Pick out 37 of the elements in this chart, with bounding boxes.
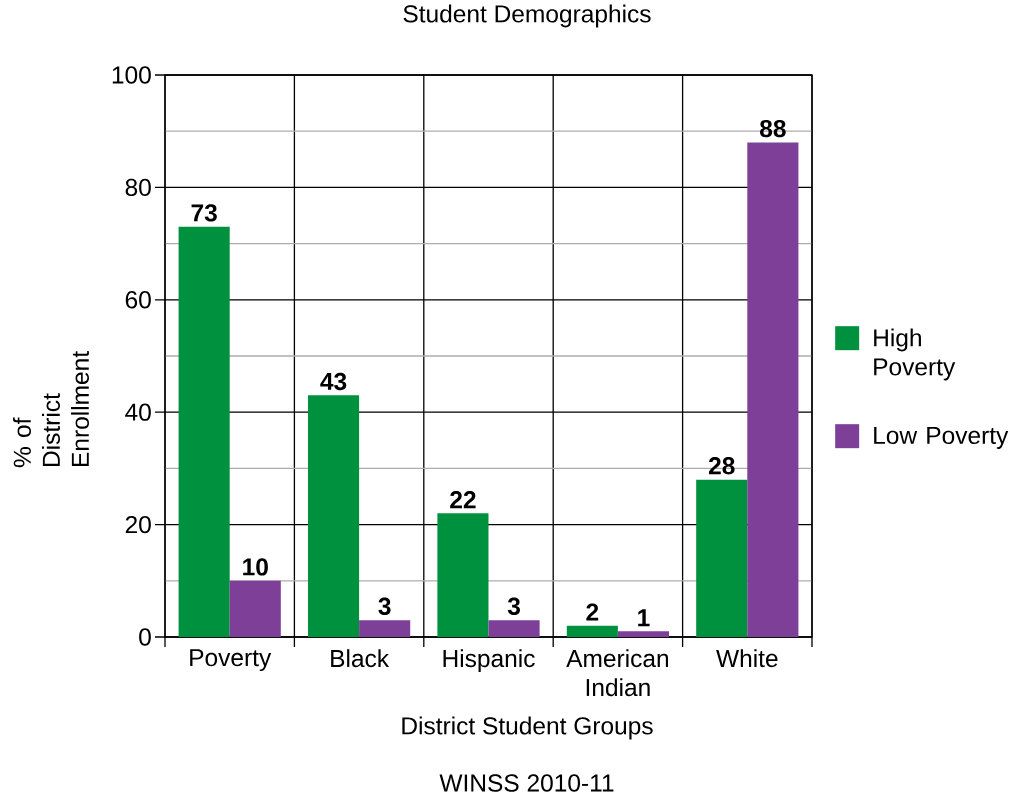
data-label: 88 (760, 119, 786, 138)
bar (617, 631, 670, 637)
bar (747, 142, 799, 637)
x-axis-title: District Student Groups (402, 716, 653, 740)
chart-title: Student Demographics (403, 4, 651, 28)
bar (566, 625, 618, 637)
y-tick-label: 80 (125, 178, 151, 197)
data-label: 2 (586, 603, 599, 621)
bar (488, 620, 540, 637)
bar (437, 513, 489, 637)
x-tick-label: American Indian (566, 649, 669, 697)
legend-label: Low Poverty (874, 426, 1009, 449)
y-tick-label: 0 (139, 628, 151, 646)
y-tick-label: 40 (125, 403, 151, 421)
text: WINSS 2010-11 (439, 774, 614, 792)
x-tick-label: Black (331, 649, 390, 668)
data-label: 1 (638, 609, 650, 627)
bar (229, 580, 281, 637)
legend-label: High Poverty (874, 328, 956, 381)
data-label: 28 (708, 457, 735, 475)
bar (359, 620, 411, 637)
data-label: 43 (320, 372, 347, 391)
y-axis-title: % of District Enrollment (13, 351, 89, 468)
y-tick-label: 60 (125, 291, 151, 309)
x-tick-label: White (716, 649, 778, 668)
bar (696, 479, 748, 637)
data-label: 3 (507, 597, 520, 615)
x-tick-label: Hispanic (443, 649, 535, 673)
bar (178, 226, 230, 637)
y-tick-label: 20 (125, 515, 151, 534)
data-label: 73 (191, 204, 217, 222)
data-label: 10 (243, 558, 268, 576)
y-tick-label: 100 (112, 66, 151, 84)
data-label: 3 (378, 597, 391, 615)
bar (307, 395, 360, 637)
data-label: 22 (450, 491, 476, 509)
x-tick-label: Poverty (190, 649, 272, 672)
